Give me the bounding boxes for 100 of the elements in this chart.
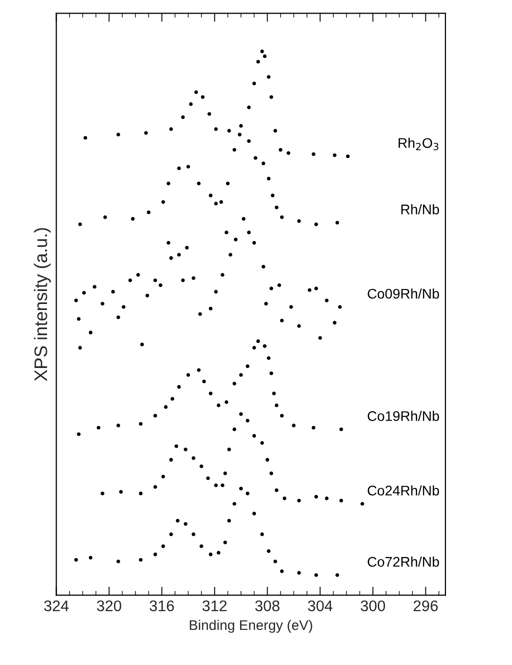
- point: [266, 549, 271, 553]
- point: [208, 306, 212, 310]
- point: [169, 458, 173, 462]
- point: [161, 200, 165, 204]
- point: [280, 414, 284, 418]
- point: [184, 522, 188, 526]
- point: [227, 448, 231, 452]
- point: [170, 397, 174, 401]
- point: [239, 412, 243, 416]
- point: [192, 456, 196, 460]
- point: [146, 210, 150, 214]
- point: [332, 320, 336, 325]
- point: [264, 302, 268, 306]
- point: [84, 136, 88, 140]
- point: [128, 278, 132, 282]
- point: [272, 392, 276, 396]
- point: [169, 532, 173, 536]
- point: [208, 552, 212, 556]
- point: [153, 414, 158, 418]
- point: [262, 162, 266, 166]
- point: [339, 498, 344, 502]
- point: [269, 371, 274, 376]
- point: [269, 286, 274, 290]
- point: [335, 220, 340, 225]
- point: [266, 176, 271, 180]
- point: [161, 474, 165, 478]
- point: [262, 54, 267, 58]
- point: [339, 427, 344, 432]
- point: [145, 294, 150, 298]
- point: [297, 571, 301, 575]
- point: [153, 278, 158, 282]
- point: [216, 550, 220, 555]
- point: [314, 286, 318, 290]
- point: [100, 492, 104, 496]
- point: [239, 373, 243, 377]
- point: [192, 532, 196, 536]
- point: [346, 154, 350, 158]
- point: [138, 558, 143, 562]
- point: [252, 346, 256, 350]
- point: [266, 458, 270, 462]
- point: [252, 512, 256, 516]
- point: [202, 380, 206, 384]
- point: [227, 518, 231, 523]
- point: [274, 488, 278, 492]
- point: [286, 151, 290, 155]
- point: [338, 305, 342, 309]
- point: [116, 315, 120, 320]
- series-label: Co19Rh/Nb: [368, 410, 440, 422]
- point: [130, 217, 135, 221]
- point: [177, 166, 181, 170]
- point: [282, 496, 286, 500]
- point: [314, 573, 318, 577]
- point: [247, 230, 251, 234]
- point: [119, 490, 123, 494]
- point: [186, 373, 190, 377]
- point: [74, 298, 78, 302]
- point: [247, 139, 251, 143]
- point: [280, 569, 284, 574]
- x-tick-label: 312: [202, 600, 227, 612]
- point: [116, 424, 120, 428]
- point: [185, 246, 189, 250]
- x-tick-label: 320: [96, 600, 122, 612]
- point: [273, 128, 278, 133]
- point: [186, 164, 190, 168]
- point: [312, 426, 316, 430]
- point: [206, 476, 210, 480]
- point: [169, 127, 173, 131]
- point: [200, 544, 204, 548]
- point: [232, 382, 236, 386]
- point: [166, 182, 170, 186]
- point: [278, 148, 282, 152]
- point: [103, 215, 107, 220]
- point: [332, 153, 336, 158]
- point: [219, 200, 224, 204]
- point: [289, 305, 293, 309]
- point: [214, 127, 218, 131]
- x-tick-label: 296: [414, 600, 438, 612]
- point: [274, 404, 278, 408]
- point: [274, 206, 278, 210]
- point: [292, 424, 296, 428]
- point: [308, 288, 312, 292]
- point: [138, 492, 143, 496]
- point: [153, 485, 158, 489]
- point: [280, 215, 284, 220]
- x-tick-label: 308: [255, 600, 280, 612]
- point: [116, 132, 120, 136]
- point: [324, 298, 329, 302]
- point: [239, 486, 243, 490]
- point: [122, 305, 126, 309]
- point: [192, 276, 196, 280]
- point: [158, 283, 162, 288]
- x-axis-title: Binding Energy (eV): [190, 620, 312, 633]
- point: [140, 342, 144, 346]
- text: Rh$_{2}$O$_{3}$: [398, 138, 438, 150]
- point: [228, 252, 232, 257]
- point: [256, 60, 260, 64]
- point: [223, 540, 227, 544]
- point: [252, 82, 256, 86]
- point: [335, 573, 340, 577]
- point: [100, 302, 104, 306]
